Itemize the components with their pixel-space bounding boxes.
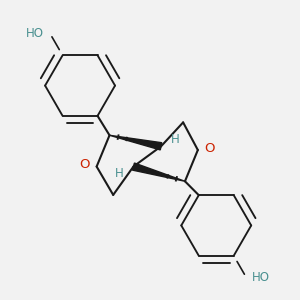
Text: O: O xyxy=(205,142,215,155)
Polygon shape xyxy=(132,163,185,181)
Text: H: H xyxy=(171,133,179,146)
Text: HO: HO xyxy=(252,271,270,284)
Text: HO: HO xyxy=(26,27,44,40)
Text: H: H xyxy=(115,167,124,180)
Text: O: O xyxy=(79,158,90,171)
Polygon shape xyxy=(110,135,162,150)
